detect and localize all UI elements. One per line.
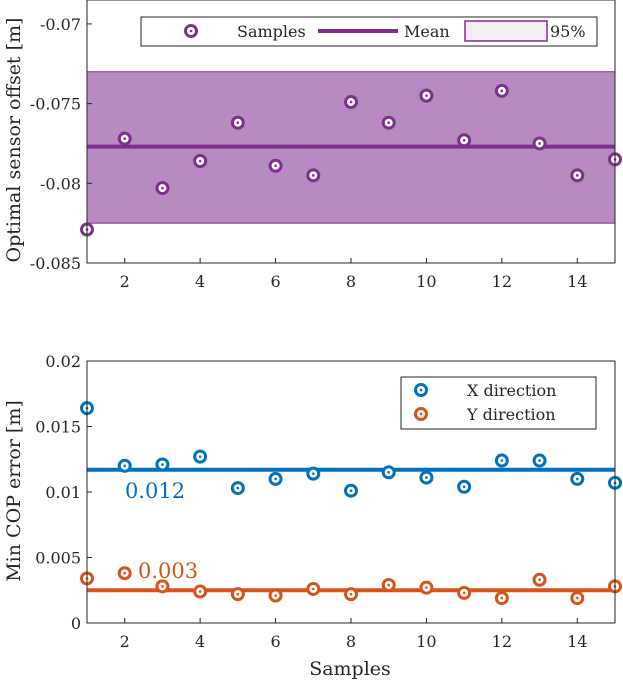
y-direction-point-dot (161, 585, 164, 588)
y-tick-label: 0 (71, 614, 81, 633)
x-tick-label: 8 (346, 632, 356, 651)
y-tick-label: 0.01 (45, 483, 81, 502)
sample-point-dot (538, 142, 541, 145)
y-axis-label: Min COP error [m] (3, 400, 25, 582)
y-tick-label: -0.07 (40, 15, 81, 34)
x-direction-point-dot (198, 455, 202, 458)
offset-panel: 2 4 6 8 10 12 14 -0.085 -0.08 -0.075 -0.07 Optima… (3, 0, 622, 291)
legend-y-label: Y direction (466, 405, 556, 424)
legend: Samples Mean 95% (140, 16, 598, 47)
x-direction-mean-label: 0.012 (125, 479, 185, 503)
y-tick-label: -0.085 (30, 254, 81, 273)
x-axis-label: Samples (309, 658, 391, 680)
x-direction-point-dot (349, 489, 353, 492)
legend: X direction Y direction (400, 376, 597, 430)
x-tick-label: 2 (120, 272, 130, 291)
x-direction-point-dot (123, 464, 127, 468)
sample-point-dot (161, 186, 164, 190)
y-direction-point-dot (198, 590, 202, 593)
x-tick-label: 8 (346, 272, 356, 291)
x-tick-label: 6 (270, 272, 280, 291)
cop-panel: 0.012 0.003 2 4 6 8 10 12 14 0 0.005 0.01 0.015 0.… (3, 352, 622, 680)
x-direction-point-dot (387, 471, 391, 474)
x-tick-label: 4 (195, 272, 205, 291)
x-direction-point-dot (425, 476, 428, 479)
x-direction-point-dot (311, 472, 315, 475)
sample-point-dot (500, 89, 504, 93)
legend-samples-marker-dot (189, 29, 193, 33)
x-direction-point-dot (274, 477, 277, 481)
x-tick-label: 10 (416, 272, 436, 291)
y-direction-point-dot (538, 578, 541, 582)
sample-point-dot (311, 174, 315, 177)
y-direction-point-dot (274, 594, 277, 597)
legend-box (400, 376, 597, 430)
sample-point-dot (575, 174, 579, 177)
x-direction-point-dot (161, 463, 164, 466)
legend-samples-label: Samples (237, 22, 306, 41)
y-direction-point-dot (349, 592, 353, 596)
legend-x-label: X direction (467, 381, 556, 400)
y-direction-point-dot (123, 571, 127, 575)
y-tick-label: 0.015 (35, 418, 81, 437)
x-tick-label: 12 (492, 272, 512, 291)
x-tick-label: 10 (416, 632, 436, 651)
y-direction-point-dot (425, 586, 428, 589)
legend-x-marker-dot (419, 388, 423, 392)
x-tick-label: 12 (492, 632, 512, 651)
sample-point-dot (387, 121, 391, 125)
y-axis-label: Optimal sensor offset [m] (3, 18, 25, 263)
sample-point-dot (236, 121, 240, 125)
legend-y-marker-dot (419, 412, 423, 416)
y-direction-mean-label: 0.003 (138, 559, 198, 583)
y-tick-label: 0.02 (45, 352, 81, 371)
x-direction-point-dot (575, 477, 579, 481)
x-tick-label: 4 (195, 632, 205, 651)
x-tick-label: 2 (120, 632, 130, 651)
y-direction-point-dot (575, 596, 579, 600)
x-direction-point-dot (500, 459, 504, 462)
y-tick-label: -0.08 (40, 174, 81, 193)
x-direction-point-dot (538, 459, 541, 462)
x-direction-point-dot (462, 485, 466, 489)
y-direction-point-dot (462, 591, 466, 595)
x-tick-label: 6 (270, 632, 280, 651)
sample-point-dot (274, 164, 277, 168)
sample-point-dot (123, 137, 127, 140)
y-direction-point-dot (311, 587, 315, 591)
x-direction-point-dot (236, 486, 240, 490)
x-tick-label: 14 (567, 272, 587, 291)
y-direction-point-dot (387, 583, 391, 587)
x-tick-label: 14 (567, 632, 587, 651)
legend-band-swatch (464, 20, 548, 42)
y-tick-label: 0.005 (35, 549, 81, 568)
sample-point-dot (425, 94, 428, 97)
legend-mean-label: Mean (404, 22, 450, 41)
y-direction-point-dot (236, 592, 240, 596)
y-direction-point-dot (500, 596, 504, 600)
sample-point-dot (198, 159, 202, 163)
legend-band-label: 95% (550, 22, 586, 41)
sample-point-dot (462, 138, 466, 142)
y-tick-label: -0.075 (30, 95, 81, 114)
sample-point-dot (349, 100, 353, 104)
